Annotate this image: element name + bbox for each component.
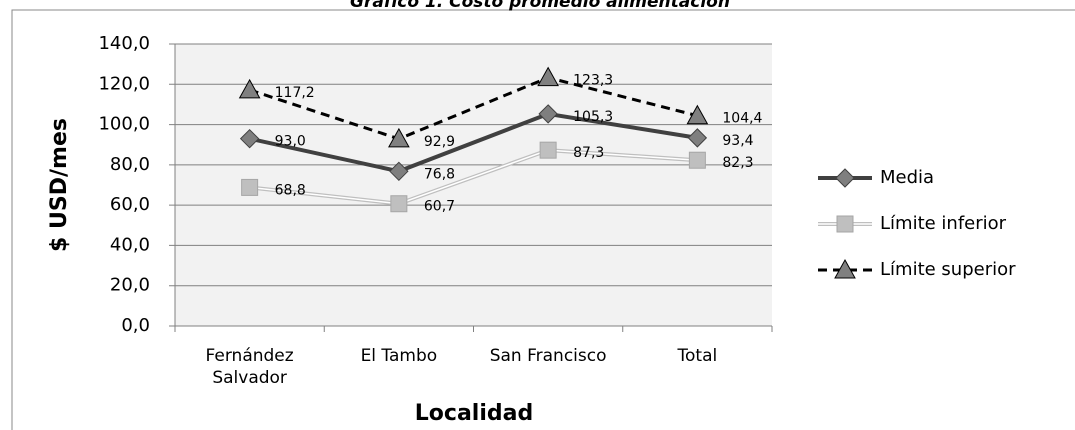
y-tick-label: 120,0 bbox=[98, 73, 150, 94]
data-label: 117,2 bbox=[275, 85, 315, 101]
data-label: 87,3 bbox=[573, 145, 604, 161]
x-tick-label: Fernández Salvador bbox=[205, 346, 294, 388]
data-label: 104,4 bbox=[722, 111, 762, 127]
marker bbox=[835, 168, 855, 188]
marker bbox=[539, 141, 557, 159]
data-label: 82,3 bbox=[722, 155, 753, 171]
marker bbox=[389, 161, 409, 182]
plot-area bbox=[175, 44, 772, 326]
marker bbox=[390, 195, 408, 213]
y-tick-label: 80,0 bbox=[110, 154, 150, 175]
data-label: 68,8 bbox=[275, 182, 306, 198]
y-axis-label: $ USD/mes bbox=[47, 118, 72, 252]
series-line bbox=[249, 111, 698, 174]
data-label: 123,3 bbox=[573, 73, 613, 89]
legend-label: Límite superior bbox=[880, 259, 1016, 280]
legend-label: Media bbox=[880, 167, 934, 188]
data-label: 92,9 bbox=[424, 134, 455, 150]
marker bbox=[238, 78, 261, 99]
data-label: 60,7 bbox=[424, 199, 455, 215]
y-tick-label: 140,0 bbox=[98, 33, 150, 54]
series-line-inner bbox=[249, 149, 698, 205]
marker bbox=[388, 127, 410, 148]
y-tick-label: 20,0 bbox=[110, 275, 150, 296]
y-tick-label: 60,0 bbox=[110, 194, 150, 215]
marker bbox=[538, 104, 558, 124]
x-axis-label: Localidad bbox=[415, 401, 533, 426]
data-label: 93,0 bbox=[275, 134, 306, 150]
marker bbox=[239, 128, 260, 149]
marker bbox=[836, 215, 854, 233]
x-tick-label: San Francisco bbox=[489, 346, 607, 366]
data-label: 76,8 bbox=[424, 166, 455, 182]
marker bbox=[687, 128, 708, 148]
data-label: 105,3 bbox=[573, 109, 613, 125]
y-tick-label: 0,0 bbox=[121, 315, 150, 336]
chart-title: Gráfico 1. Costo promedio alimentación bbox=[350, 0, 730, 12]
marker bbox=[241, 178, 259, 196]
legend-label: Límite inferior bbox=[880, 213, 1007, 234]
marker bbox=[686, 104, 709, 125]
marker bbox=[688, 151, 706, 169]
series-line bbox=[249, 76, 698, 141]
data-label: 93,4 bbox=[722, 133, 753, 149]
marker bbox=[834, 258, 856, 279]
y-tick-label: 40,0 bbox=[110, 234, 150, 255]
y-tick-label: 100,0 bbox=[98, 114, 150, 135]
x-tick-label: El Tambo bbox=[360, 346, 438, 366]
x-tick-label: Total bbox=[677, 346, 718, 366]
marker bbox=[537, 66, 559, 87]
